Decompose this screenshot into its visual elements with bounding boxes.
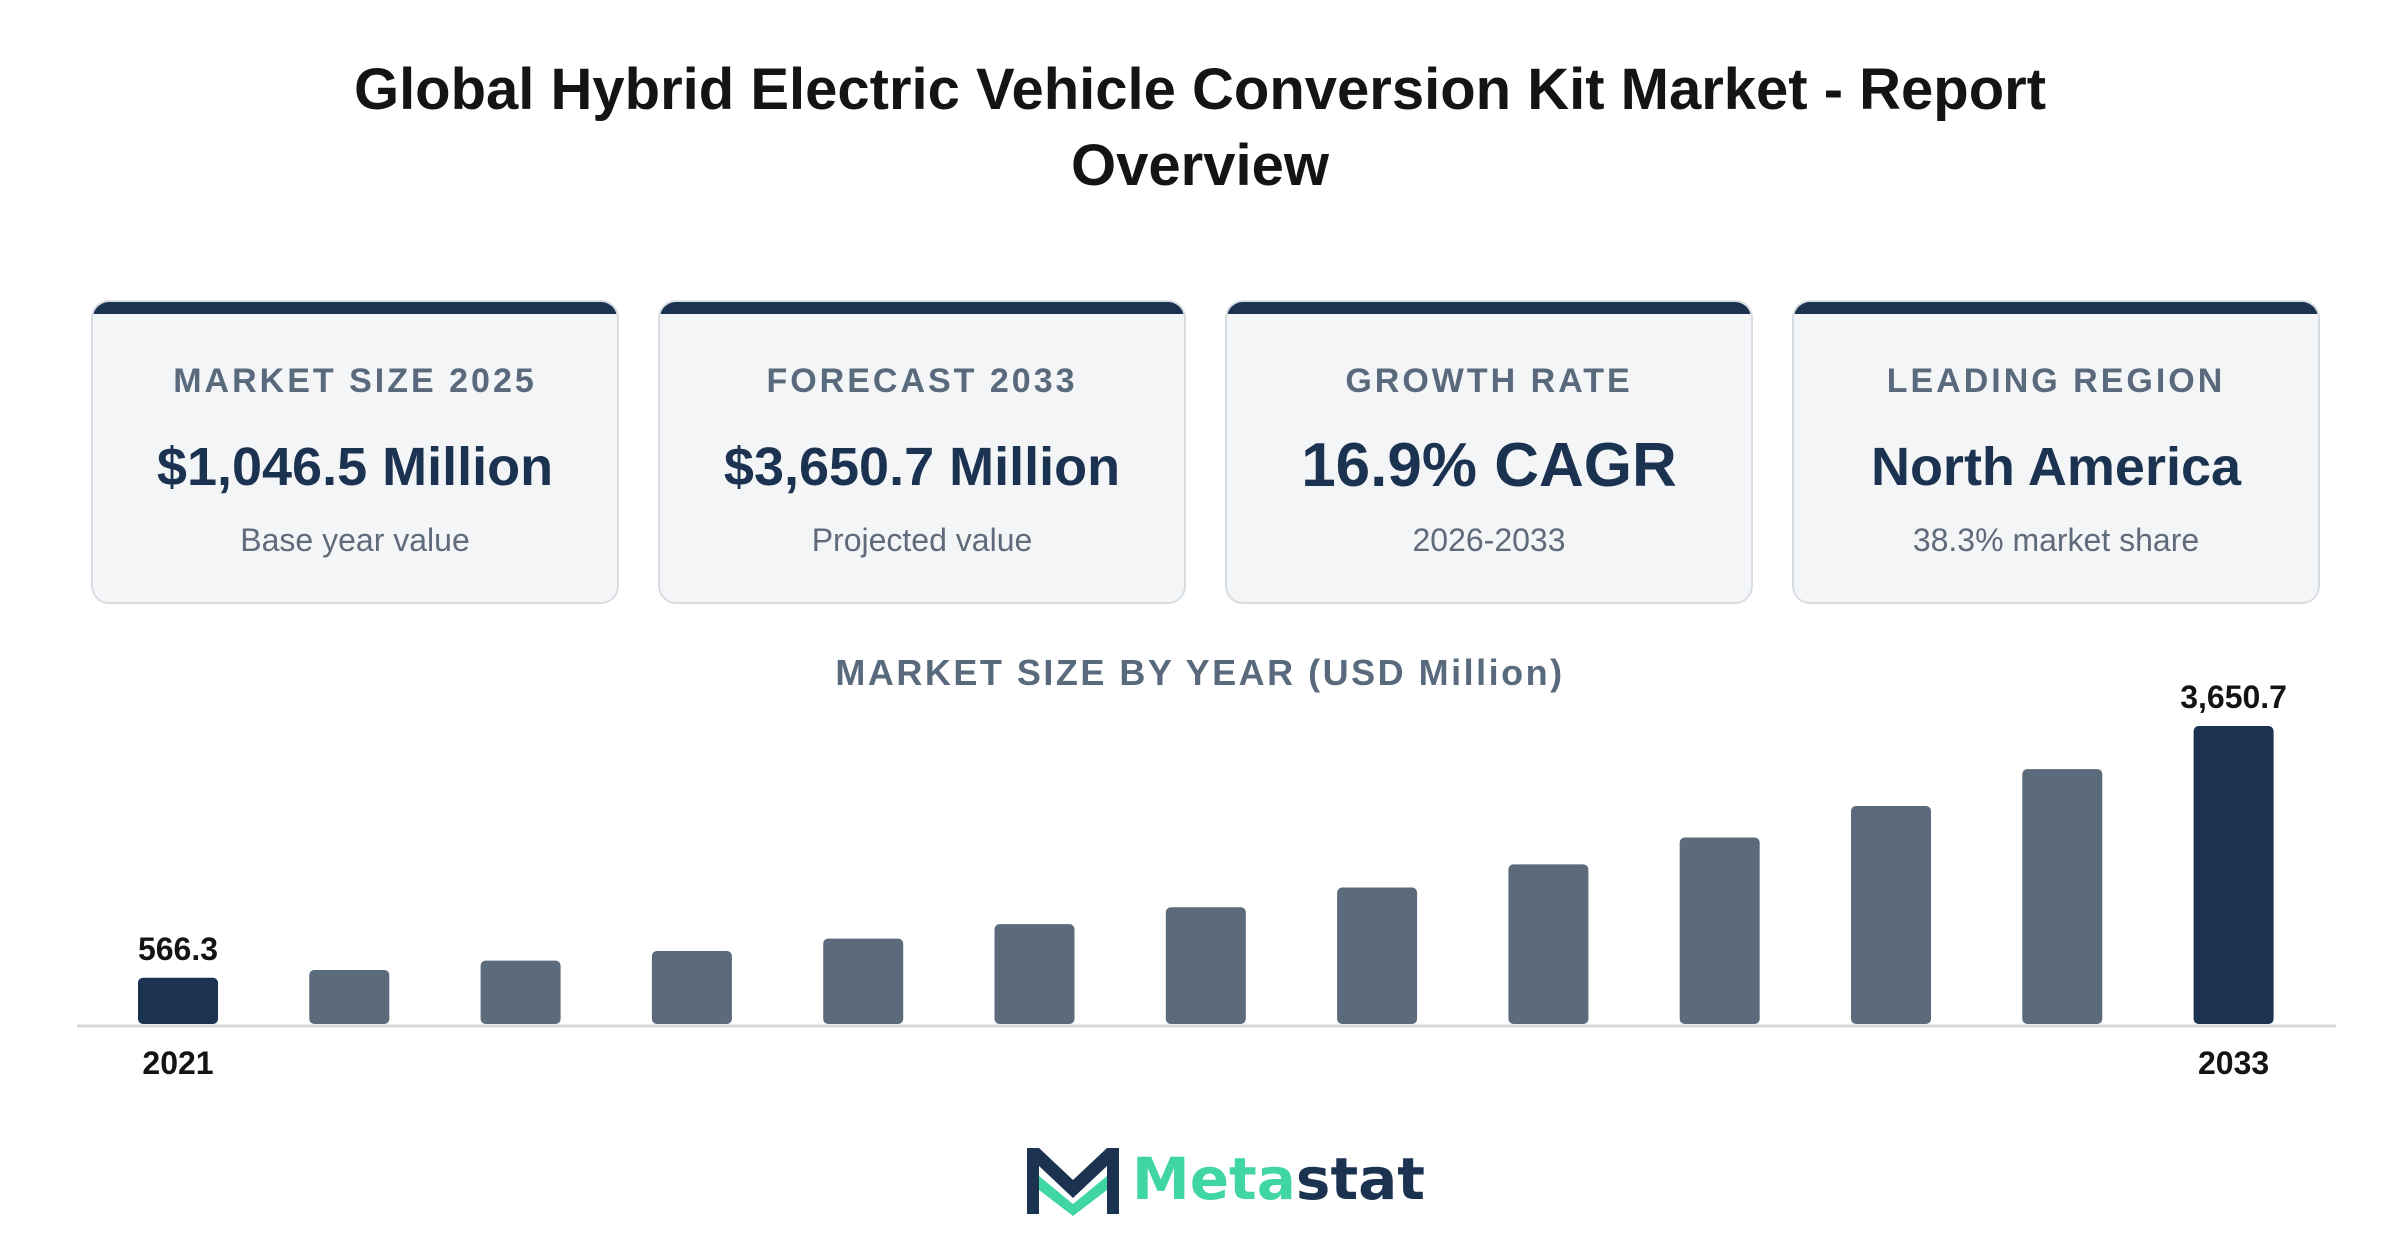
card-label: FORECAST 2033 [766,362,1078,400]
page-title-line-1: Global Hybrid Electric Vehicle Conversio… [353,57,2047,122]
card-subtext: 2026-2033 [1412,522,1566,558]
bar-2027 [1165,907,1246,1024]
bar-2024 [651,950,732,1024]
chart-title: MARKET SIZE BY YEAR (USD Million) [835,652,1565,693]
bar-2029 [1508,864,1589,1024]
bar-2022 [309,969,390,1024]
card-label: LEADING REGION [1886,362,2226,400]
bar-2028 [1337,887,1418,1024]
bar-chart: 566.3 2021 3,650.7 2033 [77,679,2336,1081]
stat-card-forecast: FORECAST 2033 $3,650.7 Million Projected… [658,300,1186,604]
stat-card-leading-region: LEADING REGION North America 38.3% marke… [1792,300,2320,604]
card-value: $1,046.5 Million [156,437,554,497]
stat-cards: MARKET SIZE 2025 $1,046.5 Million Base y… [91,300,2320,604]
logo-text-meta: Meta [1132,1145,1296,1213]
card-accent-bar [1794,302,2318,314]
bar-2021 [138,977,218,1024]
bar-2030 [1679,837,1760,1024]
data-label-2033: 3,650.7 [2180,679,2287,715]
bar-2023 [480,960,561,1024]
bar-2025 [823,938,904,1024]
x-tick-label-2033: 2033 [2198,1045,2269,1081]
card-value: North America [1870,437,2242,497]
data-label-2021: 566.3 [138,931,218,967]
logo-text-stat: stat [1295,1145,1426,1213]
card-value: $3,650.7 Million [723,437,1121,497]
bar-2032 [2022,769,2103,1024]
bar-2026 [994,924,1075,1024]
page-title: Global Hybrid Electric Vehicle Conversio… [0,52,2400,204]
card-accent-bar [660,302,1184,314]
card-accent-bar [93,302,617,314]
bar-2031 [1851,805,1931,1024]
card-subtext: Projected value [811,522,1033,558]
stat-card-market-size: MARKET SIZE 2025 $1,046.5 Million Base y… [91,300,619,604]
card-value: 16.9% CAGR [1301,431,1677,500]
metastat-logo-text: Metastat [1132,1144,1425,1214]
card-label: GROWTH RATE [1345,362,1633,400]
bar-2033 [2193,726,2274,1024]
card-subtext: Base year value [240,522,470,558]
stat-card-growth-rate: GROWTH RATE 16.9% CAGR 2026-2033 [1225,300,1753,604]
x-tick-label-2021: 2021 [142,1045,213,1081]
card-label: MARKET SIZE 2025 [173,362,537,400]
card-subtext: 38.3% market share [1912,522,2200,558]
page-title-line-2: Overview [1071,133,1329,198]
card-accent-bar [1227,302,1751,314]
metastat-logo-icon [1027,1148,1119,1216]
